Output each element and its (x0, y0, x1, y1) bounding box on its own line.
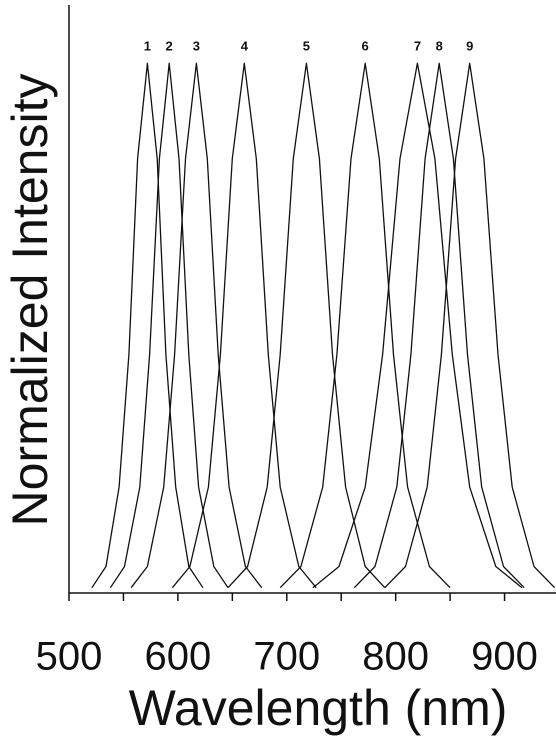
series-label: 1 (144, 39, 151, 54)
y-axis-label: Normalized Intensity (2, 74, 58, 527)
x-axis-label: Wavelength (nm) (129, 680, 508, 736)
spectrum-line (279, 62, 451, 589)
spectrum-line (130, 62, 263, 589)
spectrum-line (312, 62, 523, 589)
spectrum-line (171, 62, 317, 589)
x-tick-label: 700 (253, 635, 320, 679)
series-label: 9 (466, 39, 473, 54)
series-label: 8 (436, 39, 443, 54)
spectrum-line (109, 62, 229, 589)
spectrum-line (384, 62, 556, 589)
x-tick-label: 500 (36, 635, 103, 679)
series-label: 7 (414, 39, 421, 54)
x-tick-label: 900 (471, 635, 538, 679)
series-label: 2 (166, 39, 173, 54)
series-label: 5 (303, 39, 310, 54)
x-tick-label: 600 (145, 635, 212, 679)
series-label: 4 (241, 39, 249, 54)
series-label: 6 (362, 39, 369, 54)
x-tick-label: 800 (362, 635, 429, 679)
spectrum-line (227, 62, 386, 589)
spectrum-line (91, 62, 204, 589)
series-label: 3 (193, 39, 200, 54)
spectrum-line (353, 62, 525, 589)
